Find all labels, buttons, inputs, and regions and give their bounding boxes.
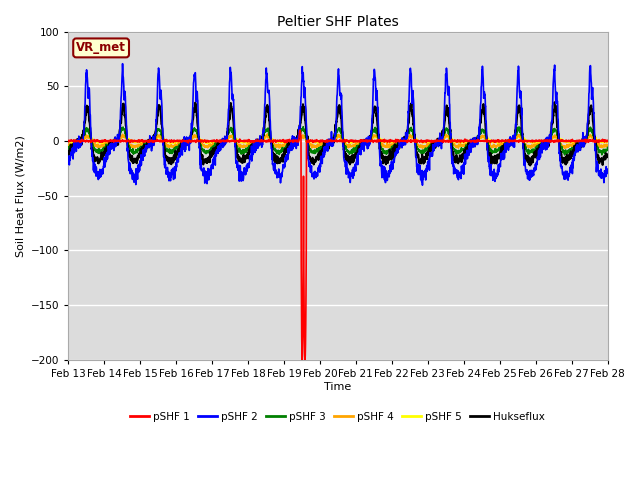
Title: Peltier SHF Plates: Peltier SHF Plates — [277, 15, 399, 29]
Y-axis label: Soil Heat Flux (W/m2): Soil Heat Flux (W/m2) — [15, 135, 25, 257]
X-axis label: Time: Time — [324, 382, 351, 392]
Text: VR_met: VR_met — [76, 41, 126, 54]
Legend: pSHF 1, pSHF 2, pSHF 3, pSHF 4, pSHF 5, Hukseflux: pSHF 1, pSHF 2, pSHF 3, pSHF 4, pSHF 5, … — [126, 408, 549, 426]
